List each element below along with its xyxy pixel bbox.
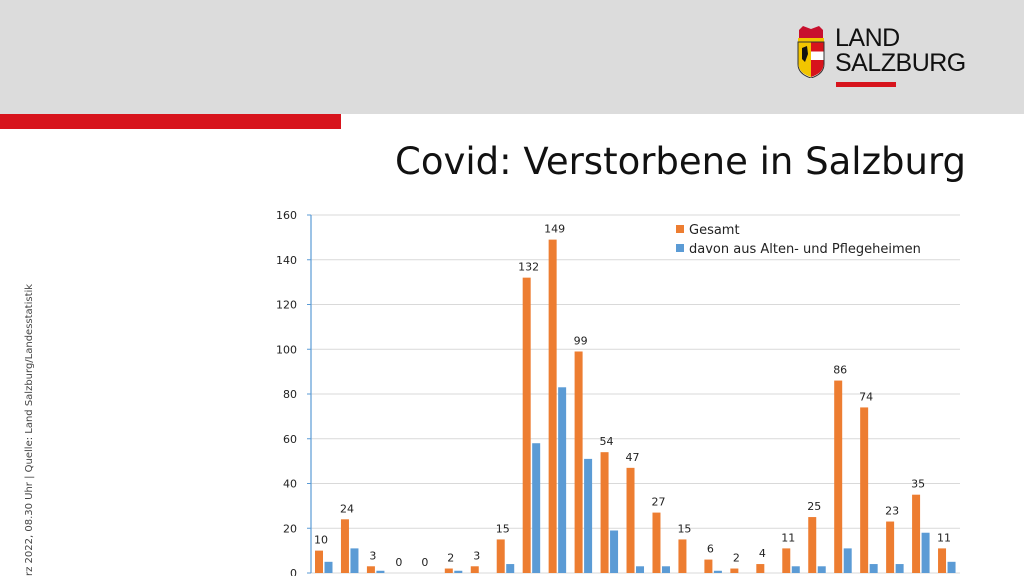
bar-pflegeheime	[454, 570, 463, 573]
bar-gesamt	[652, 512, 661, 573]
data-label: 2	[733, 552, 740, 565]
bar-pflegeheime	[324, 561, 333, 573]
red-accent-bar	[0, 114, 341, 129]
bar-gesamt	[366, 566, 375, 573]
logo-line-2: SALZBURG	[835, 49, 966, 77]
bar-gesamt	[315, 550, 323, 573]
data-label: 132	[518, 261, 539, 274]
page-title: Covid: Verstorbene in Salzburg	[395, 140, 966, 183]
data-label: 10	[314, 534, 328, 547]
data-label: 35	[911, 478, 925, 491]
bar-pflegeheime	[661, 566, 670, 573]
bar-pflegeheime	[869, 564, 878, 573]
bar-gesamt	[548, 239, 557, 574]
bar-gesamt	[886, 521, 895, 573]
bar-gesamt	[782, 548, 791, 573]
data-label: 27	[651, 496, 665, 509]
bar-pflegeheime	[376, 570, 385, 573]
bar-gesamt	[470, 566, 479, 573]
data-label: 149	[544, 223, 565, 236]
legend-label: Gesamt	[689, 223, 740, 238]
y-tick-label: 20	[283, 522, 297, 535]
data-label: 54	[600, 435, 614, 448]
data-label: 99	[574, 334, 588, 347]
logo-text: LAND SALZBURG	[835, 26, 966, 76]
data-label: 11	[937, 531, 951, 544]
logo-line-1: LAND	[835, 24, 900, 52]
bar-gesamt	[444, 568, 453, 573]
data-label: 4	[759, 547, 766, 560]
bar-gesamt	[912, 494, 921, 573]
logo-underline	[836, 82, 896, 87]
land-salzburg-logo: LAND SALZBURG	[795, 26, 975, 90]
bar-gesamt	[522, 277, 531, 573]
bar-pflegeheime	[610, 530, 619, 573]
bar-pflegeheime	[558, 387, 567, 573]
bar-gesamt	[496, 539, 505, 573]
y-tick-label: 100	[276, 343, 297, 356]
data-label: 23	[885, 505, 899, 518]
bar-gesamt	[808, 517, 817, 573]
y-tick-label: 140	[276, 254, 297, 267]
bar-gesamt	[730, 568, 739, 573]
data-label: 15	[496, 522, 510, 535]
data-label: 47	[626, 451, 640, 464]
y-tick-label: 60	[283, 433, 297, 446]
bar-pflegeheime	[791, 566, 800, 573]
bar-gesamt	[860, 407, 869, 573]
bar-gesamt	[704, 559, 713, 573]
y-tick-label: 40	[283, 478, 297, 491]
bar-pflegeheime	[532, 443, 541, 573]
y-tick-label: 80	[283, 388, 297, 401]
bar-pflegeheime	[636, 566, 645, 573]
bar-pflegeheime	[350, 548, 359, 573]
bar-pflegeheime	[713, 570, 722, 573]
y-tick-label: 120	[276, 299, 297, 312]
data-label: 11	[781, 531, 795, 544]
data-label: 0	[421, 556, 428, 569]
bar-pflegeheime	[506, 564, 515, 573]
bar-gesamt	[756, 564, 765, 573]
y-tick-label: 160	[276, 209, 297, 222]
bar-gesamt	[574, 351, 583, 573]
y-tick-label: 0	[290, 567, 297, 576]
data-label: 15	[677, 522, 691, 535]
bar-pflegeheime	[921, 532, 930, 573]
bar-pflegeheime	[843, 548, 852, 573]
data-label: 25	[807, 500, 821, 513]
data-label: 3	[369, 549, 376, 562]
bar-pflegeheime	[584, 458, 593, 573]
coat-of-arms-icon	[797, 26, 825, 79]
data-label: 74	[859, 390, 873, 403]
data-label: 86	[833, 364, 847, 377]
bar-pflegeheime	[895, 564, 904, 573]
legend-swatch	[676, 225, 684, 233]
bar-gesamt	[678, 539, 687, 573]
bar-gesamt	[600, 452, 609, 573]
legend-swatch	[676, 244, 684, 252]
data-label: 2	[447, 552, 454, 565]
bar-pflegeheime	[947, 561, 956, 573]
legend-label: davon aus Alten- und Pflegeheimen	[689, 242, 921, 257]
data-label: 0	[395, 556, 402, 569]
bar-pflegeheime	[817, 566, 826, 573]
bar-gesamt	[340, 519, 349, 573]
header-band	[0, 0, 1024, 114]
data-label: 24	[340, 502, 354, 515]
bar-gesamt	[834, 380, 843, 573]
bar-gesamt	[626, 467, 635, 573]
data-label: 6	[707, 543, 714, 556]
data-label: 3	[473, 549, 480, 562]
bar-gesamt	[938, 548, 947, 573]
